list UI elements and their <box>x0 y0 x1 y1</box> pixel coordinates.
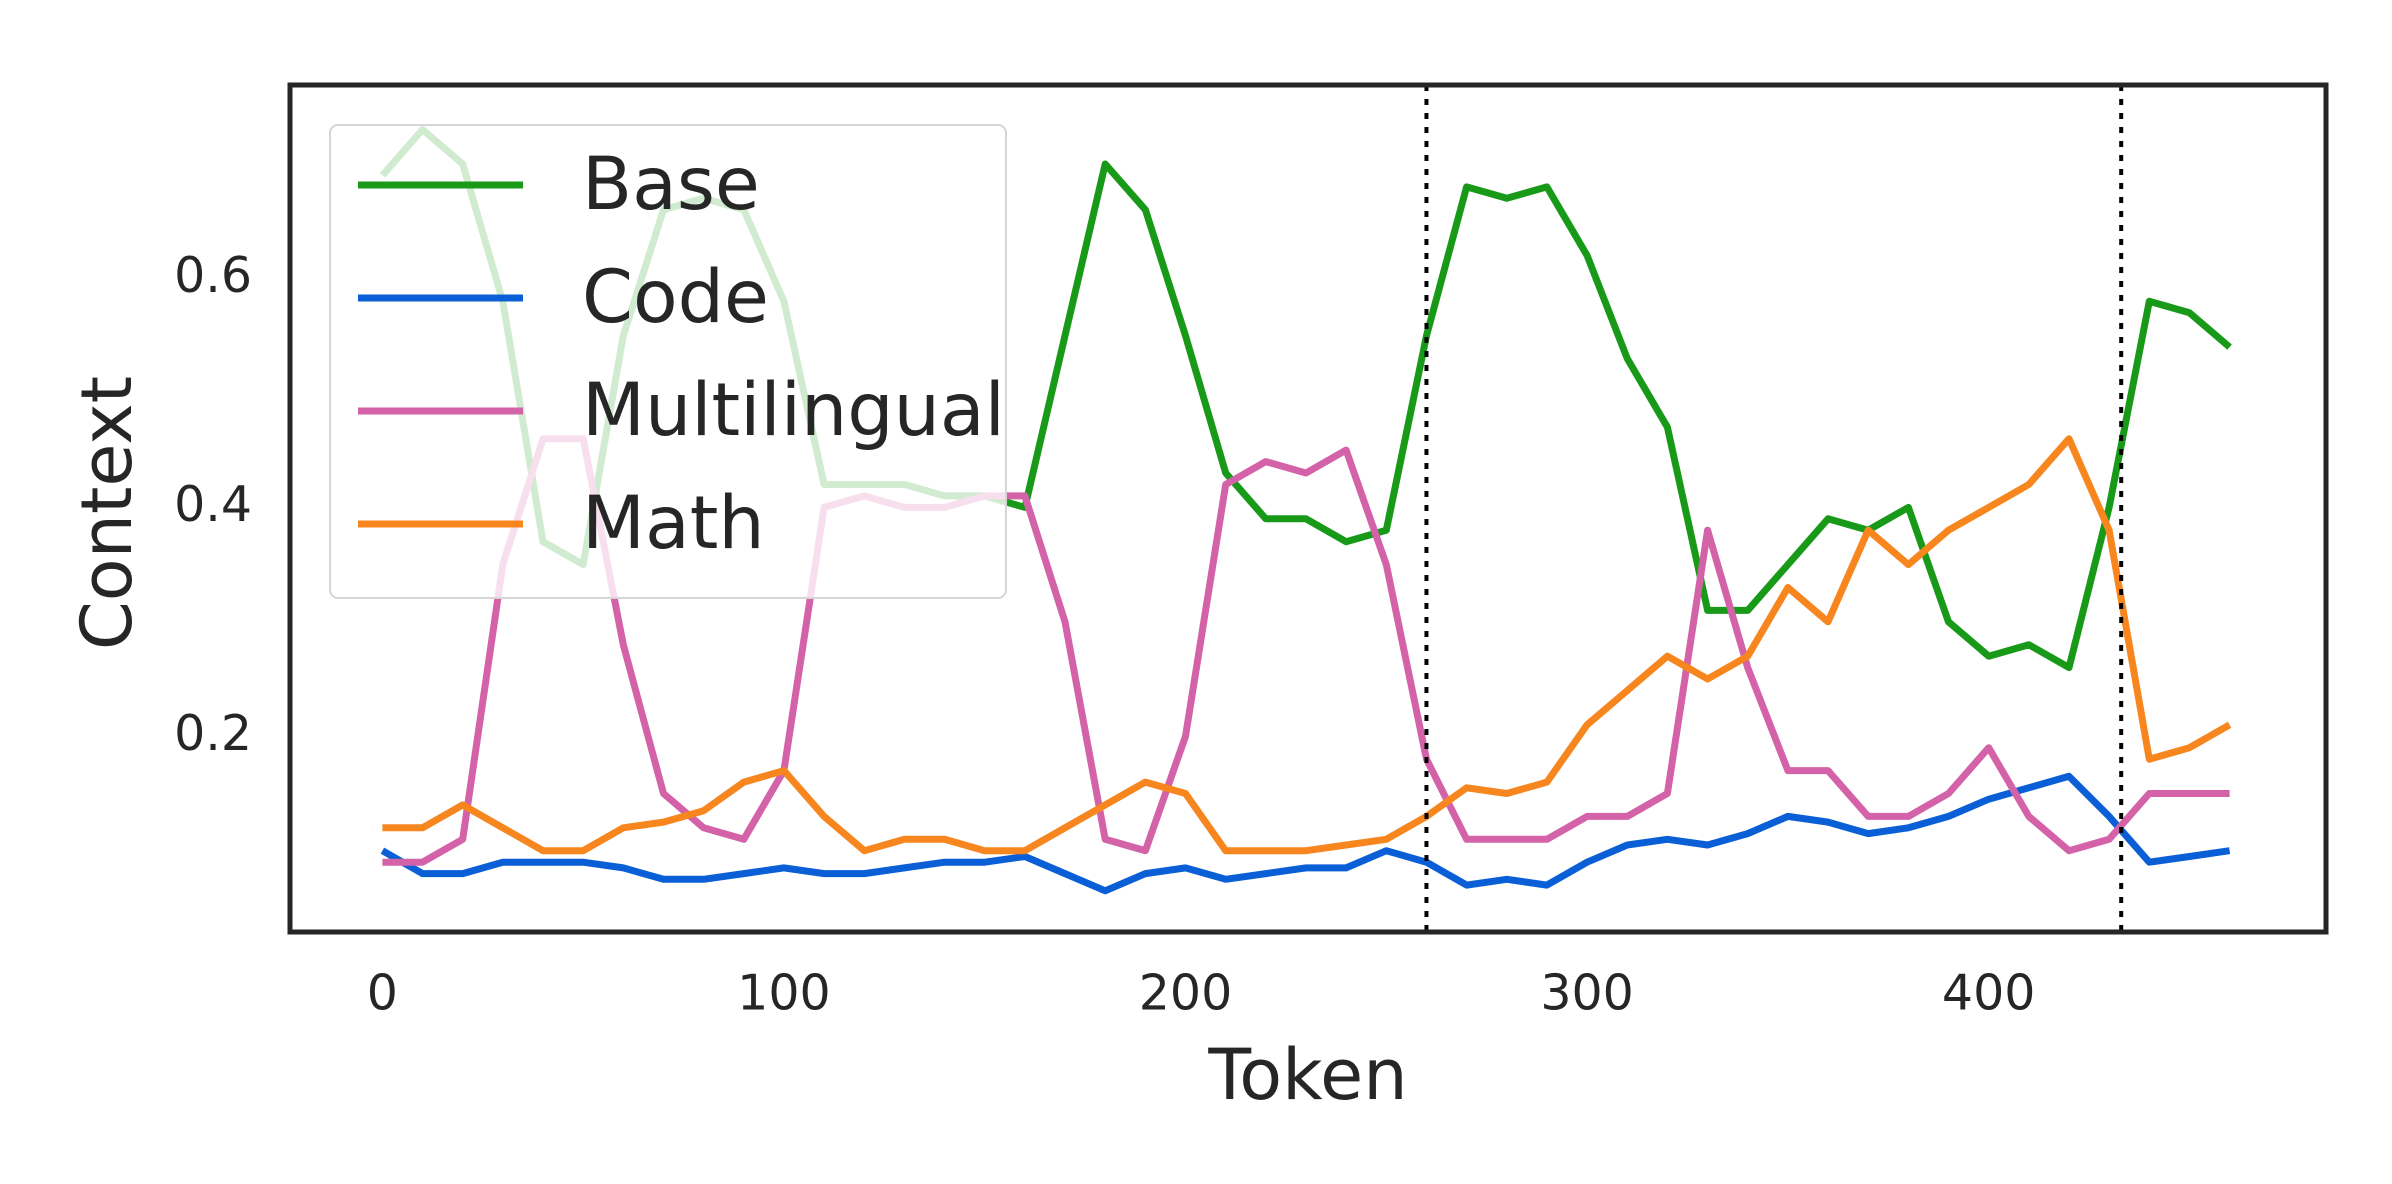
y-tick-label: 0.6 <box>174 247 252 304</box>
legend-label: Base <box>582 142 760 227</box>
x-tick-label: 0 <box>367 965 398 1022</box>
x-tick-label: 300 <box>1540 965 1634 1022</box>
y-axis-label: Context <box>66 376 148 650</box>
legend-box <box>329 124 1007 599</box>
x-axis-label: Token <box>1207 1034 1407 1116</box>
x-tick-label: 200 <box>1139 965 1233 1022</box>
legend-label: Multilingual <box>582 368 1005 453</box>
plot-frame <box>287 82 2329 935</box>
y-tick-label: 0.4 <box>174 476 252 533</box>
legend-label: Code <box>582 255 769 340</box>
x-tick-label: 400 <box>1942 965 2036 1022</box>
series-line <box>382 435 2232 855</box>
legend-label: Math <box>582 481 765 566</box>
x-tick-label: 100 <box>737 965 831 1022</box>
series-line <box>380 772 2231 895</box>
y-tick-label: 0.2 <box>174 705 252 762</box>
